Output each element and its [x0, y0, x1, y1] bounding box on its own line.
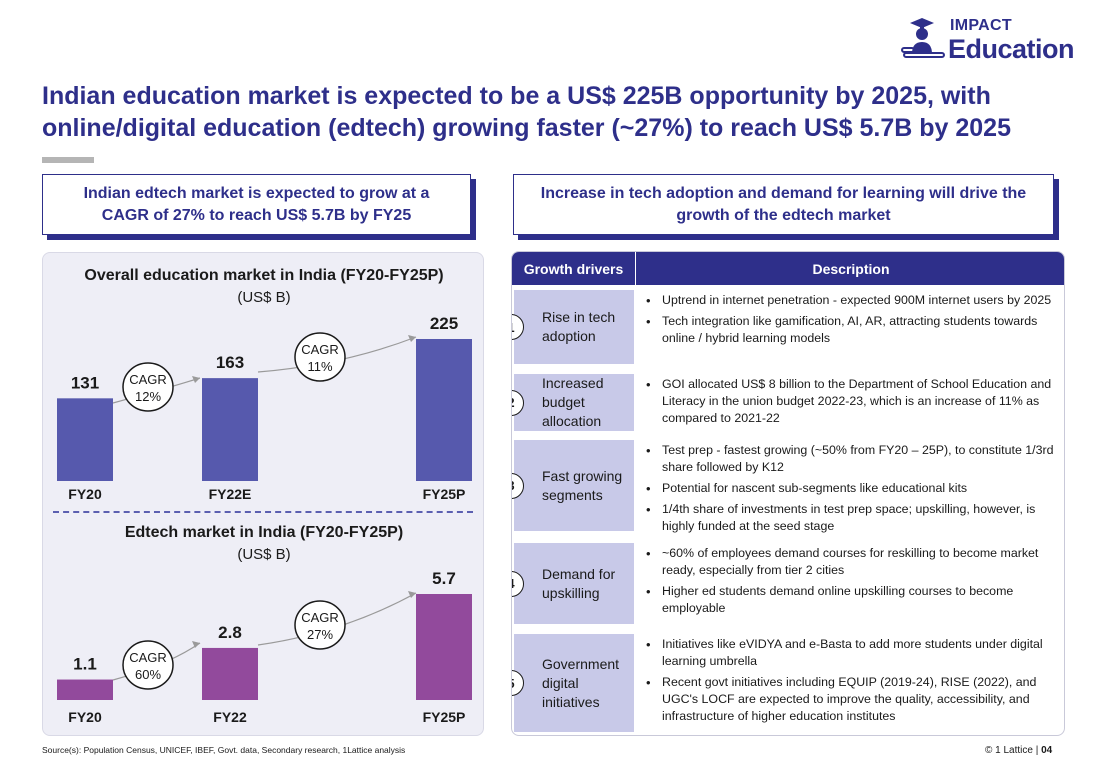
right-section-header-text: Increase in tech adoption and demand for…	[540, 184, 1027, 224]
x-tick-label: FY20	[68, 709, 102, 725]
chart-panel: Overall education market in India (FY20-…	[42, 252, 484, 736]
cagr-label: CAGR	[301, 610, 339, 625]
x-tick-label: FY25P	[423, 486, 466, 502]
bar-value-label: 131	[71, 373, 99, 392]
page-title: Indian education market is expected to b…	[42, 82, 1011, 142]
description-list: Test prep - fastest growing (~50% from F…	[642, 442, 1062, 539]
description-bullet: GOI allocated US$ 8 billion to the Depar…	[642, 376, 1062, 427]
bar-value-label: 225	[430, 314, 458, 333]
description-bullet: Test prep - fastest growing (~50% from F…	[642, 442, 1062, 476]
bar-value-label: 163	[216, 353, 244, 372]
impact-education-logo: IMPACT Education	[898, 14, 1075, 66]
cagr-value: 27%	[307, 627, 333, 642]
bar-fy25p	[416, 339, 472, 481]
description-bullet: 1/4th share of investments in test prep …	[642, 501, 1062, 535]
description-bullet: Potential for nascent sub-segments like …	[642, 480, 1062, 497]
cagr-value: 12%	[135, 389, 161, 404]
cagr-arrowhead	[408, 335, 416, 342]
title-underline	[42, 157, 94, 163]
left-section-header: Indian edtech market is expected to grow…	[42, 174, 471, 235]
table-row: Demand for upskilling4~60% of employees …	[512, 539, 1064, 628]
cagr-bubble	[122, 362, 174, 412]
bar-fy22	[202, 647, 258, 700]
table-row: Fast growing segments3Test prep - fastes…	[512, 437, 1064, 534]
growth-driver-cell: Fast growing segments	[514, 440, 634, 531]
description-bullet: Uptrend in internet penetration - expect…	[642, 292, 1062, 309]
bar-fy20	[57, 679, 113, 700]
bar-value-label: 5.7	[432, 569, 456, 588]
cagr-value: 60%	[135, 667, 161, 682]
chart1-subtitle: (US$ B)	[237, 289, 291, 306]
cagr-bubble	[122, 640, 174, 690]
growth-driver-cell: Rise in tech adoption	[514, 290, 634, 364]
copyright-text: © 1 Lattice	[985, 745, 1033, 756]
growth-driver-cell: Increased budget allocation	[514, 374, 634, 431]
chart1-title: Overall education market in India (FY20-…	[84, 267, 444, 284]
description-bullet: Tech integration like gamification, AI, …	[642, 313, 1062, 347]
bar-fy22e	[202, 378, 258, 481]
logo-impact-text: IMPACT	[950, 17, 1012, 34]
description-list: Uptrend in internet penetration - expect…	[642, 292, 1062, 351]
growth-driver-label: Government digital initiatives	[542, 655, 620, 710]
growth-driver-cell: Government digital initiatives	[514, 634, 634, 732]
table-header: Growth drivers Description	[512, 252, 1064, 285]
description-list: Initiatives like eVIDYA and e-Basta to a…	[642, 636, 1062, 729]
x-tick-label: FY25P	[423, 709, 466, 725]
cagr-label: CAGR	[129, 650, 167, 665]
bar-fy20	[57, 398, 113, 481]
growth-driver-label: Fast growing segments	[542, 467, 623, 503]
cagr-arrowhead	[192, 376, 200, 383]
cagr-label: CAGR	[129, 372, 167, 387]
table-row: Rise in tech adoption1Uptrend in interne…	[512, 286, 1064, 368]
growth-drivers-table: Growth drivers Description Rise in tech …	[511, 251, 1065, 736]
footer-copyright: © 1 Lattice | 04	[985, 745, 1053, 756]
graduate-logo-icon	[901, 18, 945, 58]
bar-value-label: 1.1	[73, 655, 97, 674]
description-bullet: Initiatives like eVIDYA and e-Basta to a…	[642, 636, 1062, 670]
cagr-bubble	[294, 332, 346, 382]
cagr-value: 11%	[307, 359, 332, 374]
logo-education-text: Education	[948, 34, 1075, 64]
left-section-header-text: Indian edtech market is expected to grow…	[83, 184, 430, 224]
description-list: ~60% of employees demand courses for res…	[642, 545, 1062, 621]
growth-driver-label: Increased budget allocation	[542, 375, 604, 429]
source-note: Source(s): Population Census, UNICEF, IB…	[42, 745, 406, 755]
page-number: 04	[1041, 745, 1053, 756]
description-bullet: Higher ed students demand online upskill…	[642, 583, 1062, 617]
cagr-bubble	[294, 600, 346, 650]
growth-driver-cell: Demand for upskilling	[514, 543, 634, 624]
x-tick-label: FY22E	[209, 486, 252, 502]
chart2-subtitle: (US$ B)	[237, 546, 291, 563]
chart-divider	[53, 511, 473, 513]
table-row: Government digital initiatives5Initiativ…	[512, 631, 1064, 735]
bar-fy25p	[416, 594, 472, 700]
description-bullet: ~60% of employees demand courses for res…	[642, 545, 1062, 579]
description-bullet: Recent govt initiatives including EQUIP …	[642, 674, 1062, 725]
bar-value-label: 2.8	[218, 623, 242, 642]
col-description: Description	[812, 260, 890, 277]
col-growth-drivers: Growth drivers	[512, 252, 636, 285]
table-row: Increased budget allocation2GOI allocate…	[512, 371, 1064, 434]
cagr-arrowhead	[408, 591, 416, 598]
growth-driver-label: Rise in tech adoption	[542, 309, 616, 344]
bar-charts-svg: 131 FY20 163 FY22E 225 FY25P CAGR 12% CAGR 11% 1.1…	[57, 314, 472, 725]
chart2-title: Edtech market in India (FY20-FY25P)	[124, 524, 404, 541]
x-tick-label: FY20	[68, 486, 102, 502]
growth-driver-label: Demand for upskilling	[542, 565, 616, 601]
description-list: GOI allocated US$ 8 billion to the Depar…	[642, 376, 1062, 431]
cagr-arrowhead	[192, 641, 200, 648]
x-tick-label: FY22	[213, 709, 247, 725]
right-section-header: Increase in tech adoption and demand for…	[513, 174, 1054, 235]
cagr-label: CAGR	[301, 342, 339, 357]
